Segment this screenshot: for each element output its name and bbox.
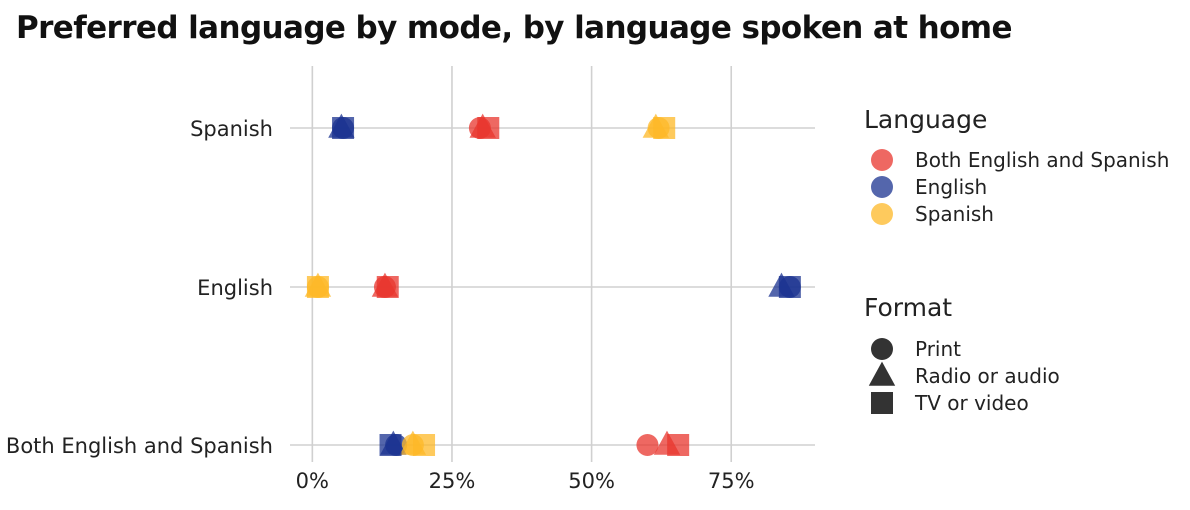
data-point xyxy=(636,434,659,456)
legend-shape-swatch xyxy=(871,392,893,414)
legend-color-label: Spanish xyxy=(915,202,994,226)
data-point xyxy=(376,276,399,298)
data-point xyxy=(477,117,500,139)
y-axis-labels: Spanish English Both English and Spanish xyxy=(6,117,273,458)
legend-color-swatch xyxy=(871,149,893,171)
data-point xyxy=(653,117,676,139)
shape-legend-title: Format xyxy=(864,293,952,322)
data-point xyxy=(778,276,801,298)
data-points xyxy=(304,113,801,456)
color-legend-title: Language xyxy=(864,105,987,134)
data-point xyxy=(332,117,355,139)
legend-color-label: Both English and Spanish xyxy=(915,148,1169,172)
legend: Language Both English and Spanish English S… xyxy=(864,105,1169,415)
x-tick-label: 25% xyxy=(429,469,476,493)
data-point xyxy=(379,434,402,456)
legend-shape-swatch xyxy=(868,361,896,386)
legend-shape-label: Print xyxy=(915,337,961,361)
data-point xyxy=(306,276,329,298)
legend-color-label: English xyxy=(915,175,987,199)
data-point xyxy=(667,434,690,456)
x-axis-labels: 0% 25% 50% 75% xyxy=(296,469,755,493)
y-tick-label: English xyxy=(197,276,273,300)
x-tick-label: 75% xyxy=(708,469,755,493)
legend-color-swatch xyxy=(871,203,893,225)
y-tick-label: Spanish xyxy=(190,117,273,141)
chart-title: Preferred language by mode, by language … xyxy=(16,10,1013,46)
data-point xyxy=(413,434,436,456)
legend-shape-label: Radio or audio xyxy=(915,364,1060,388)
x-tick-label: 50% xyxy=(568,469,615,493)
x-tick-label: 0% xyxy=(296,469,329,493)
legend-shape-label: TV or video xyxy=(914,391,1029,415)
y-tick-label: Both English and Spanish xyxy=(6,434,273,458)
legend-color-swatch xyxy=(871,176,893,198)
grid-layer xyxy=(290,66,815,462)
legend-shape-swatch xyxy=(871,338,893,360)
